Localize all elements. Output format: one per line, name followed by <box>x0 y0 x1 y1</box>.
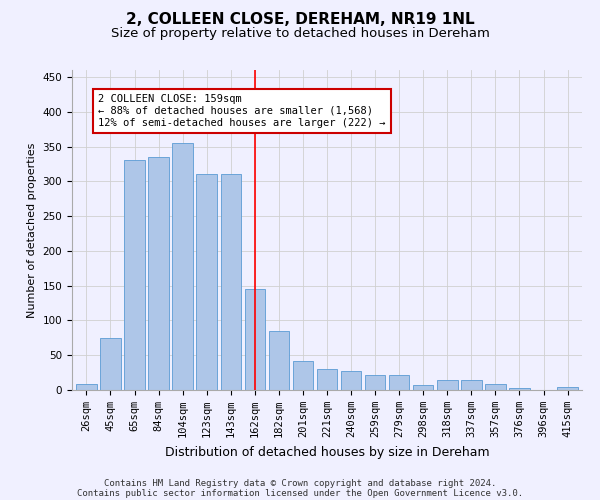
Bar <box>437 380 458 390</box>
Bar <box>124 160 145 390</box>
Bar <box>245 289 265 390</box>
Bar <box>148 157 169 390</box>
Bar <box>389 374 409 390</box>
Bar <box>293 361 313 390</box>
Bar <box>269 331 289 390</box>
Bar <box>172 143 193 390</box>
Bar <box>221 174 241 390</box>
Text: Contains HM Land Registry data © Crown copyright and database right 2024.: Contains HM Land Registry data © Crown c… <box>104 478 496 488</box>
Bar <box>365 374 385 390</box>
Bar <box>413 385 433 390</box>
Text: Contains public sector information licensed under the Open Government Licence v3: Contains public sector information licen… <box>77 488 523 498</box>
Bar <box>76 384 97 390</box>
Bar <box>100 338 121 390</box>
Bar <box>485 384 506 390</box>
Bar <box>341 371 361 390</box>
Bar <box>317 369 337 390</box>
Bar <box>509 388 530 390</box>
X-axis label: Distribution of detached houses by size in Dereham: Distribution of detached houses by size … <box>164 446 490 458</box>
Text: 2, COLLEEN CLOSE, DEREHAM, NR19 1NL: 2, COLLEEN CLOSE, DEREHAM, NR19 1NL <box>125 12 475 28</box>
Text: 2 COLLEEN CLOSE: 159sqm
← 88% of detached houses are smaller (1,568)
12% of semi: 2 COLLEEN CLOSE: 159sqm ← 88% of detache… <box>98 94 386 128</box>
Bar <box>196 174 217 390</box>
Text: Size of property relative to detached houses in Dereham: Size of property relative to detached ho… <box>110 28 490 40</box>
Bar <box>461 380 482 390</box>
Y-axis label: Number of detached properties: Number of detached properties <box>27 142 37 318</box>
Bar <box>557 387 578 390</box>
